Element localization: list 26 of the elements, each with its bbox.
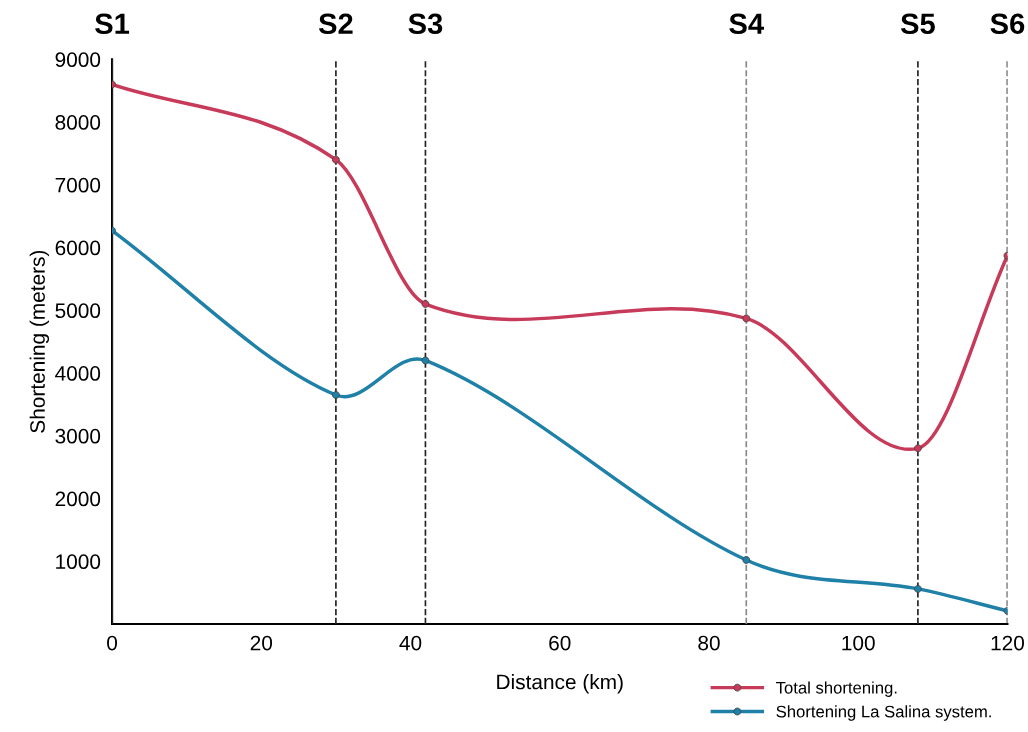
y-tick-label: 4000	[55, 366, 101, 381]
x-tick-label: 100	[842, 635, 875, 651]
y-tick-label: 8000	[55, 115, 101, 130]
ref-line-label: S4	[729, 13, 764, 35]
x-tick-label: 40	[399, 635, 422, 651]
ref-line-label: S6	[990, 13, 1025, 35]
x-axis-title: Distance (km)	[497, 674, 623, 694]
y-axis-title: Shortening (meters)	[29, 250, 50, 433]
y-tick-label: 9000	[55, 52, 101, 68]
y-tick-label: 5000	[55, 303, 101, 319]
x-tick-label: 80	[698, 635, 720, 651]
x-tick-label: 60	[549, 635, 571, 651]
y-tick-label: 6000	[55, 240, 101, 256]
legend-label: Total shortening.	[776, 681, 897, 697]
ref-line-label: S2	[318, 13, 353, 35]
y-tick-label: 1000	[56, 554, 101, 570]
legend-label: Shortening La Salina system.	[776, 705, 991, 721]
ref-line-label: S1	[95, 13, 130, 35]
y-tick-label: 2000	[55, 491, 101, 507]
y-tick-label: 7000	[55, 177, 101, 193]
ref-line-label: S5	[900, 13, 935, 35]
x-tick-label: 120	[991, 635, 1025, 651]
x-tick-label: 0	[107, 635, 118, 651]
y-tick-label: 3000	[55, 428, 101, 444]
x-tick-label: 20	[250, 635, 273, 651]
ref-line-label: S3	[408, 13, 443, 35]
